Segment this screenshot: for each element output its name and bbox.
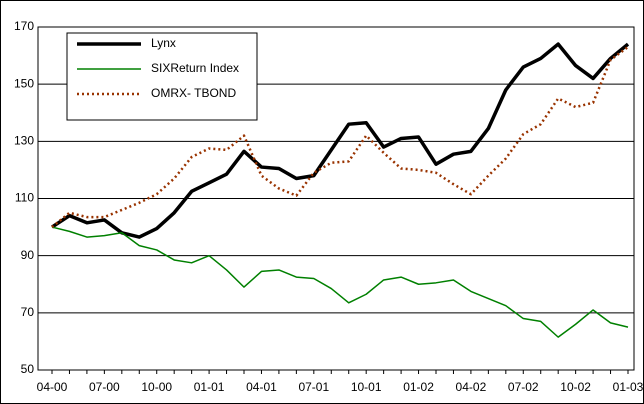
x-tick-label: 04-02: [456, 380, 487, 394]
x-tick-label: 10-01: [351, 380, 382, 394]
y-tick-label: 90: [21, 248, 35, 262]
legend-label: SIXReturn Index: [151, 61, 239, 75]
x-tick-label: 07-00: [89, 380, 120, 394]
x-tick-label: 07-02: [508, 380, 539, 394]
y-tick-label: 150: [14, 76, 34, 90]
legend-label: Lynx: [151, 36, 176, 50]
x-tick-label: 01-03: [613, 380, 644, 394]
legend-box: [66, 32, 258, 121]
series-line: [51, 46, 629, 229]
y-tick-label: 170: [14, 19, 34, 33]
x-tick-label: 10-00: [141, 380, 172, 394]
y-tick-label: 50: [21, 362, 35, 376]
series-line: [51, 226, 629, 338]
y-tick-label: 70: [21, 305, 35, 319]
x-tick-label: 04-01: [246, 380, 277, 394]
y-tick-label: 130: [14, 134, 34, 148]
x-tick-label: 04-00: [37, 380, 68, 394]
series-line: [51, 42, 630, 239]
x-tick-label: 10-02: [560, 380, 591, 394]
legend-label: OMRX- TBOND: [151, 86, 236, 100]
x-tick-label: 07-01: [298, 380, 329, 394]
y-tick-label: 110: [15, 191, 34, 205]
x-tick-label: 01-02: [403, 380, 434, 394]
x-tick-label: 01-01: [194, 380, 225, 394]
